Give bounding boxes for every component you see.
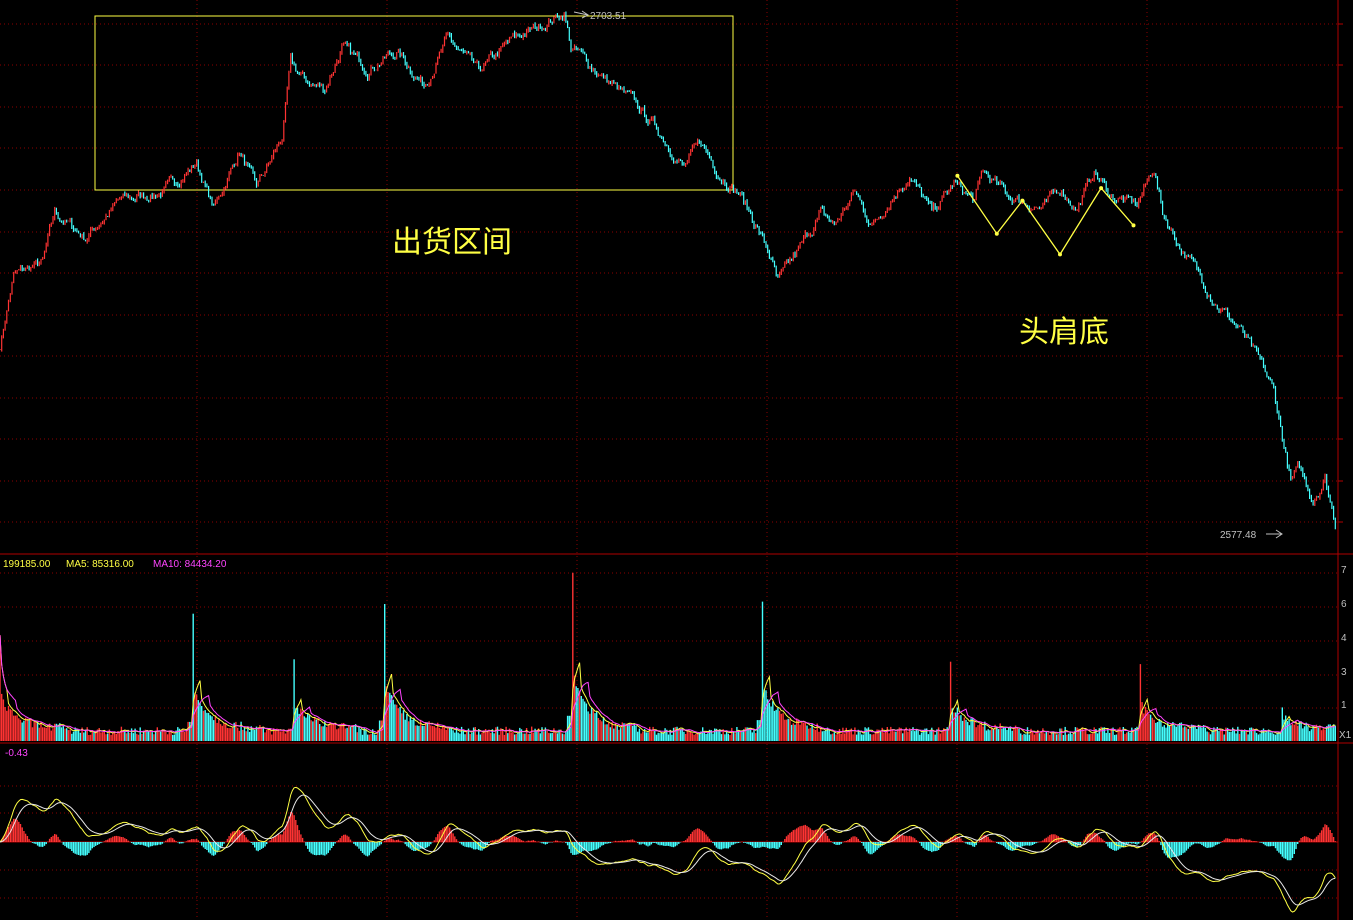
low-marker-arrow bbox=[1266, 529, 1283, 539]
price-panel: 出货区间 头肩底 2703.51 2577.48 bbox=[0, 10, 1336, 541]
volume-panel: 199185.00 MA5: 85316.00 MA10: 84434.20 7… bbox=[0, 559, 1352, 741]
price-bars bbox=[0, 11, 1336, 530]
volume-scale: 7 6 4 3 1 X1 bbox=[1339, 565, 1352, 741]
macd-panel: -0.43 bbox=[0, 748, 1337, 913]
macd-dea-line bbox=[0, 794, 1336, 906]
volume-tick: 7 bbox=[1341, 565, 1347, 576]
high-marker-arrow bbox=[573, 10, 589, 19]
volume-scale-unit: X1 bbox=[1339, 730, 1352, 741]
volume-tick: 4 bbox=[1341, 633, 1347, 644]
volume-value: 199185.00 bbox=[3, 559, 51, 570]
low-price-label: 2577.48 bbox=[1220, 530, 1257, 541]
volume-tick: 1 bbox=[1341, 700, 1347, 711]
volume-ma5-value: MA5: 85316.00 bbox=[66, 559, 134, 570]
macd-value: -0.43 bbox=[5, 748, 28, 759]
volume-tick: 6 bbox=[1341, 599, 1347, 610]
pattern-point bbox=[1058, 252, 1062, 257]
high-price-label: 2703.51 bbox=[590, 11, 627, 22]
head-shoulders-label: 头肩底 bbox=[1019, 315, 1109, 350]
pattern-point bbox=[1020, 198, 1025, 203]
macd-histogram bbox=[1, 812, 1337, 861]
pattern-point bbox=[994, 231, 999, 236]
head-shoulders-lines bbox=[955, 173, 1136, 257]
volume-bars bbox=[0, 572, 1337, 741]
volume-tick: 3 bbox=[1341, 667, 1347, 678]
pattern-polyline bbox=[956, 175, 1134, 256]
volume-ma10-line bbox=[0, 635, 1336, 734]
pattern-point bbox=[1099, 186, 1104, 191]
distribution-zone-label: 出货区间 bbox=[392, 225, 512, 260]
volume-ma10-value: MA10: 84434.20 bbox=[153, 559, 227, 570]
pattern-point bbox=[1131, 223, 1136, 228]
pattern-point bbox=[955, 173, 960, 178]
distribution-zone-box bbox=[94, 15, 734, 191]
macd-dif-line bbox=[0, 786, 1336, 913]
